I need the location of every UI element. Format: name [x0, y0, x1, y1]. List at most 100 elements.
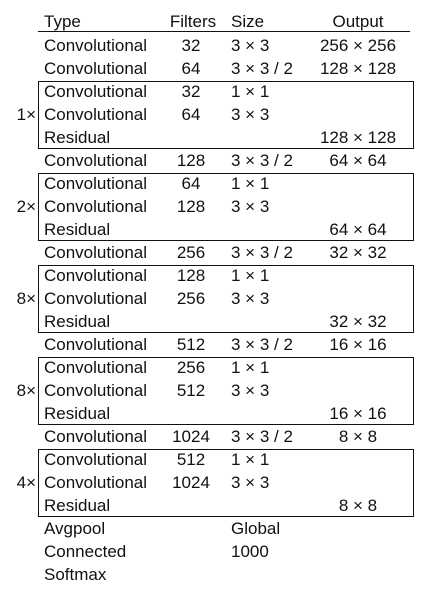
layer-filters: 64: [181, 59, 201, 78]
layer-type: Softmax: [44, 565, 107, 584]
layer-size: 3 × 3: [231, 105, 270, 124]
table-row: Residual 32 × 32: [0, 310, 433, 333]
table-row: Convolutional 64 1 × 1: [0, 172, 433, 195]
layer-type: Convolutional: [44, 243, 148, 262]
layer-size: 3 × 3 / 2: [231, 59, 293, 78]
residual-block-frame: [38, 449, 414, 517]
layer-output: 64 × 64: [329, 151, 387, 170]
table-row: Convolutional 256 3 × 3: [0, 287, 433, 310]
layer-output: 16 × 16: [329, 404, 387, 423]
header-size: Size: [231, 12, 265, 31]
layer-filters: 1024: [172, 427, 210, 446]
table-row: Convolutional 128 3 × 3: [0, 195, 433, 218]
layer-type: Convolutional: [44, 358, 148, 377]
table-row: Convolutional 256 1 × 1: [0, 356, 433, 379]
table-row: Residual 128 × 128: [0, 126, 433, 149]
layer-filters: 1024: [172, 473, 210, 492]
layer-type: Convolutional: [44, 473, 148, 492]
layer-filters: 64: [181, 174, 201, 193]
table-row: Convolutional 32 3 × 3 256 × 256: [0, 34, 433, 57]
layer-size: 1 × 1: [231, 266, 270, 285]
table-row: Connected 1000: [0, 540, 433, 563]
table-row: Residual 16 × 16: [0, 402, 433, 425]
layer-type: Convolutional: [44, 266, 148, 285]
residual-block-frame: [38, 265, 414, 333]
layer-filters: 128: [176, 197, 206, 216]
layer-output: [308, 540, 408, 563]
layer-type: Residual: [44, 220, 111, 239]
layer-size: 3 × 3 / 2: [231, 243, 293, 262]
layer-type: Convolutional: [44, 289, 148, 308]
block-repeat-count: 4×: [16, 473, 36, 492]
layer-filters: [163, 563, 219, 586]
layer-type: Convolutional: [44, 82, 148, 101]
block-repeat-count: 2×: [16, 197, 36, 216]
table-row: Residual 64 × 64: [0, 218, 433, 241]
layer-output: 64 × 64: [329, 220, 387, 239]
layer-type: Convolutional: [44, 59, 148, 78]
layer-output: 128 × 128: [319, 128, 397, 147]
layer-size: 3 × 3 / 2: [231, 335, 293, 354]
layer-type: Convolutional: [44, 335, 148, 354]
table-row: Convolutional 64 3 × 3 / 2 128 × 128: [0, 57, 433, 80]
table-row: Convolutional 512 3 × 3 / 2 16 × 16: [0, 333, 433, 356]
layer-filters: 256: [176, 358, 206, 377]
layer-size: 1 × 1: [231, 358, 270, 377]
layer-type: Convolutional: [44, 174, 148, 193]
layer-filters: [163, 540, 219, 563]
layer-size: 3 × 3 / 2: [231, 427, 293, 446]
table-row: Convolutional 256 3 × 3 / 2 32 × 32: [0, 241, 433, 264]
layer-size: 3 × 3 / 2: [231, 151, 293, 170]
table-row: Softmax: [0, 563, 433, 586]
layer-type: Convolutional: [44, 105, 148, 124]
layer-filters: 32: [181, 82, 201, 101]
layer-output: 32 × 32: [329, 312, 387, 331]
layer-type: Residual: [44, 312, 111, 331]
layer-filters: 256: [176, 289, 206, 308]
table-header: Type Filters Size Output: [0, 10, 433, 33]
layer-filters: [163, 517, 219, 540]
block-repeat-count: 8×: [16, 289, 36, 308]
layer-size: 1 × 1: [231, 82, 270, 101]
table-row: Convolutional 128 1 × 1: [0, 264, 433, 287]
layer-size: 3 × 3: [231, 197, 270, 216]
layer-type: Residual: [44, 496, 111, 515]
layer-type: Avgpool: [44, 519, 106, 538]
layer-type: Convolutional: [44, 381, 148, 400]
header-output: Output: [332, 12, 384, 31]
layer-type: Convolutional: [44, 36, 148, 55]
block-repeat-count: 8×: [16, 381, 36, 400]
table-row: Convolutional 512 1 × 1: [0, 448, 433, 471]
layer-output: [308, 517, 408, 540]
layer-filters: 512: [176, 450, 206, 469]
residual-block-frame: [38, 357, 414, 425]
table-row: Avgpool Global: [0, 517, 433, 540]
layer-output: 256 × 256: [319, 36, 397, 55]
residual-block-frame: [38, 173, 414, 241]
layer-filters: 128: [176, 266, 206, 285]
layer-filters: 512: [176, 381, 206, 400]
layer-size: 3 × 3: [231, 289, 270, 308]
layer-type: Convolutional: [44, 151, 148, 170]
table-row: Residual 8 × 8: [0, 494, 433, 517]
layer-filters: 128: [176, 151, 206, 170]
residual-block-frame: [38, 81, 414, 149]
layer-output: 32 × 32: [329, 243, 387, 262]
layer-type: Residual: [44, 404, 111, 423]
table-row: Convolutional 32 1 × 1: [0, 80, 433, 103]
layer-size: 1 × 1: [231, 450, 270, 469]
header-rule: [38, 31, 410, 32]
table-row: Convolutional 64 3 × 3: [0, 103, 433, 126]
layer-size: Global: [231, 519, 281, 538]
layer-size: 3 × 3: [231, 473, 270, 492]
layer-output: 128 × 128: [319, 59, 397, 78]
layer-filters: 32: [181, 36, 201, 55]
layer-filters: 512: [176, 335, 206, 354]
layer-size: 3 × 3: [231, 36, 270, 55]
layer-type: Residual: [44, 128, 111, 147]
layer-output: 8 × 8: [338, 496, 378, 515]
block-repeat-count: 1×: [16, 105, 36, 124]
layer-type: Convolutional: [44, 197, 148, 216]
layer-size: 3 × 3: [231, 381, 270, 400]
table-row: Convolutional 1024 3 × 3 / 2 8 × 8: [0, 425, 433, 448]
